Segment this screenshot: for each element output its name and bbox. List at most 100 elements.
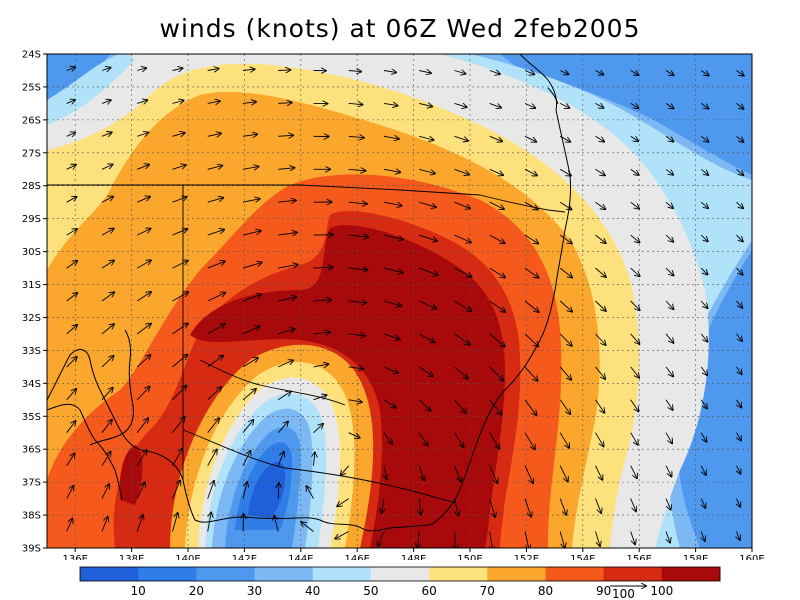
wind-vector-arrow xyxy=(348,432,360,438)
wind-vector-arrow xyxy=(136,292,151,302)
coastline-gulf-inner xyxy=(47,403,123,501)
colorbar-level-label: 70 xyxy=(480,584,495,598)
wind-vector-arrow xyxy=(524,168,537,175)
colorbar-level-label: 10 xyxy=(131,584,146,598)
colorbar-cell xyxy=(545,567,605,581)
wind-vector-arrow xyxy=(454,333,470,345)
wind-vector-arrow xyxy=(524,531,529,548)
wind-vector-arrow xyxy=(383,201,402,206)
wind-vector-arrow xyxy=(101,165,113,170)
wind-vector-arrow xyxy=(454,300,472,311)
wind-vector-arrow xyxy=(454,168,470,174)
colorbar-labels: 10 20 30 40 50 60 70 80 90 100 xyxy=(131,584,674,598)
wind-vector-arrow xyxy=(595,432,604,447)
wind-vector-arrow xyxy=(559,267,572,277)
wind-vector-arrow xyxy=(524,135,536,141)
wind-vector-arrow xyxy=(137,133,148,137)
wind-vector-arrow xyxy=(737,498,741,507)
wind-vector-arrow xyxy=(101,229,114,236)
wind-vector-arrow xyxy=(419,201,436,207)
wind-vector-arrow xyxy=(665,201,673,208)
lon-tick-label: 136E xyxy=(62,554,87,560)
wind-vector-arrow xyxy=(242,102,256,104)
lat-tick-label: 37S xyxy=(22,478,41,489)
wind-vector-arrow xyxy=(630,300,640,310)
wind-vector-arrow xyxy=(66,389,77,401)
wind-vector-arrow xyxy=(66,486,74,499)
wind-vector-arrow xyxy=(630,135,639,141)
colorbar-level-label: 90 xyxy=(596,584,611,598)
wind-vector-arrow xyxy=(301,522,314,532)
wind-vector-arrow xyxy=(136,387,149,401)
wind-vector-arrow xyxy=(207,418,219,433)
wind-vector-arrow xyxy=(595,201,606,209)
contour-band-110 xyxy=(190,225,505,548)
wind-vector-arrow xyxy=(630,531,635,545)
wind-vector-arrow xyxy=(736,201,744,208)
wind-vector-arrow xyxy=(700,201,708,208)
wind-vector-arrow xyxy=(66,519,73,532)
wind-vector-arrow xyxy=(630,267,640,276)
wind-vector-arrow xyxy=(207,133,221,136)
contour-band-30-se xyxy=(678,250,752,548)
contour-band-110-west xyxy=(119,445,143,505)
wind-vector-arrow xyxy=(242,69,255,70)
wind-vector-arrow xyxy=(418,366,433,376)
wind-vector-arrow xyxy=(736,366,742,374)
wind-vector-arrow xyxy=(630,399,639,412)
wind-vector-arrow xyxy=(278,483,279,499)
lon-tick-label: 144E xyxy=(288,554,313,560)
wind-vector-arrow xyxy=(700,300,707,308)
colorbar-level-label: 30 xyxy=(247,584,262,598)
wind-vector-arrow xyxy=(172,386,187,401)
wind-vector-arrow xyxy=(419,267,438,275)
lat-tick-label: 35S xyxy=(22,412,41,423)
lat-tick-label: 28S xyxy=(22,181,41,192)
wind-vector-arrow xyxy=(418,531,420,548)
wind-vector-arrow xyxy=(101,132,112,136)
wind-vector-arrow xyxy=(101,100,111,103)
wind-vector-arrow xyxy=(172,292,189,302)
border-qld-nsw xyxy=(47,184,566,213)
wind-vector-arrow xyxy=(559,102,569,108)
wind-vector-arrow xyxy=(736,103,744,109)
wind-vector-arrow xyxy=(136,450,146,466)
wind-vector-arrow xyxy=(383,103,398,105)
colorbar-level-label: 40 xyxy=(305,584,320,598)
wind-vector-arrow xyxy=(383,234,403,239)
wind-vector-arrow xyxy=(630,234,640,242)
wind-vector-arrow xyxy=(307,486,314,499)
wind-vector-arrow xyxy=(172,481,181,499)
reference-vector: 100 xyxy=(610,586,646,600)
wind-vector-arrow xyxy=(630,465,637,479)
lat-tick-label: 33S xyxy=(22,346,41,357)
wind-vector-arrow xyxy=(595,267,606,277)
wind-vector-arrow xyxy=(559,531,565,548)
wind-vector-arrow xyxy=(454,498,459,516)
reference-vector-label: 100 xyxy=(612,587,635,600)
colorbar-cell xyxy=(138,567,197,581)
wind-vector-arrow xyxy=(700,399,707,409)
lon-tick-label: 156E xyxy=(626,554,651,560)
wind-vector-arrow xyxy=(137,229,150,236)
wind-vector-arrow xyxy=(700,103,708,108)
wind-vector-arrow xyxy=(172,165,186,170)
wind-vector-arrow xyxy=(101,68,111,71)
wind-vector-arrow xyxy=(207,356,223,368)
wind-vector-arrow xyxy=(66,67,75,70)
wind-vector-arrow xyxy=(419,300,436,309)
colorbar-level-label: 20 xyxy=(189,584,204,598)
wind-vector-arrow xyxy=(242,451,251,466)
colorbar-cells xyxy=(79,566,721,582)
wind-vector-arrow xyxy=(278,265,297,269)
wind-vector-arrow xyxy=(418,432,427,446)
wind-vector-arrow xyxy=(418,465,424,481)
wind-vector-arrow xyxy=(66,261,78,269)
wind-vector-arrow xyxy=(136,260,151,269)
wind-vector-arrow xyxy=(737,432,742,441)
colorbar-cell xyxy=(429,567,488,581)
wind-vector-arrow xyxy=(665,366,673,377)
wind-vector-arrow xyxy=(454,103,467,107)
wind-vector-arrow xyxy=(489,267,505,277)
colorbar-cell xyxy=(254,567,314,581)
